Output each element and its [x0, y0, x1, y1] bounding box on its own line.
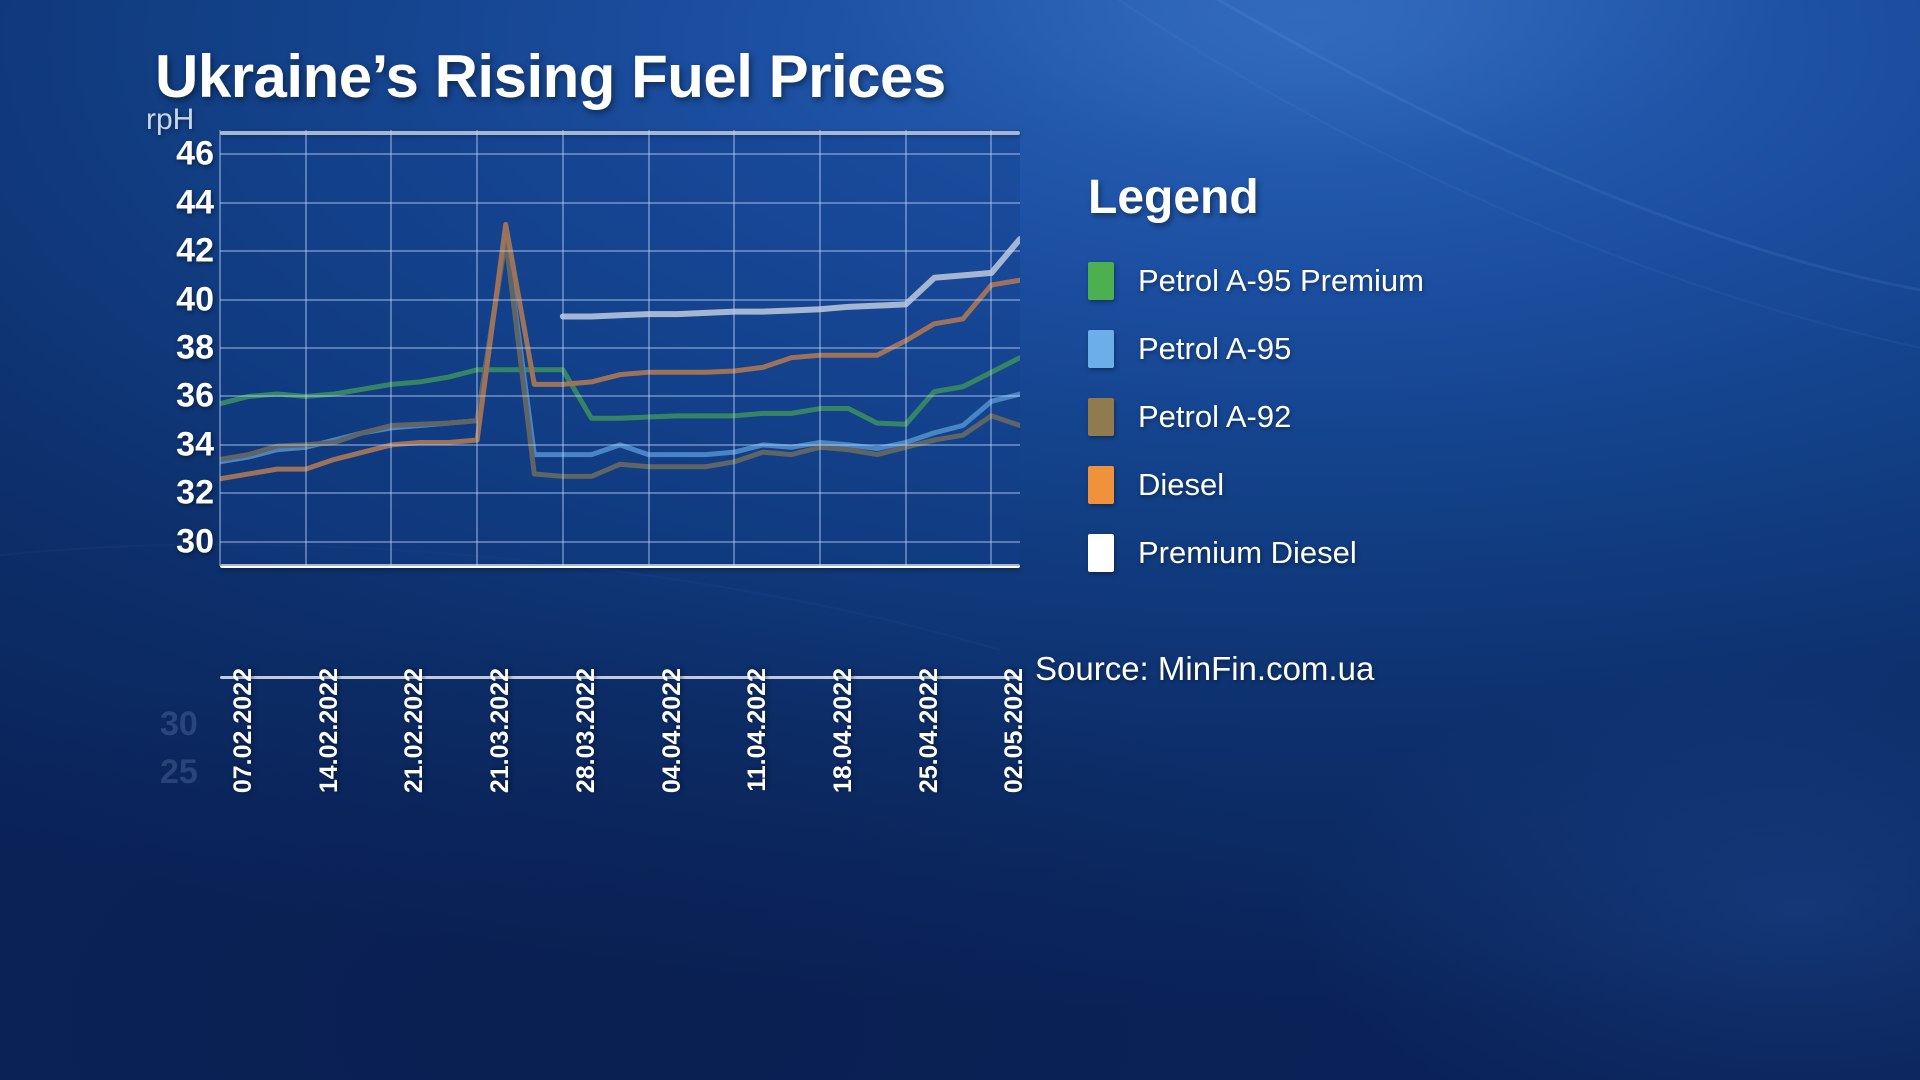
- x-axis-tick-label: 21.02.2022: [400, 668, 429, 794]
- gridline-vertical: [990, 130, 993, 566]
- x-axis-tick-label: 18.04.2022: [829, 668, 857, 794]
- gridline-horizontal: [220, 347, 1020, 349]
- legend-item-label: Diesel: [1138, 467, 1225, 502]
- x-axis-tick-label: 02.05.2022: [1000, 668, 1029, 794]
- gridline-vertical: [647, 130, 650, 566]
- x-axis-tick-label: 14.02.2022: [314, 668, 343, 794]
- y-axis-tick-label: 44: [176, 183, 214, 222]
- gridline-horizontal: [220, 298, 1020, 301]
- y-axis-tick-label: 36: [176, 376, 214, 415]
- gridline-horizontal: [220, 201, 1020, 204]
- x-axis-tick-label: 21.03.2022: [486, 668, 515, 794]
- gridline-vertical: [819, 130, 821, 566]
- series-lines: [220, 221, 1020, 482]
- page-title: Ukraine’s Rising Fuel Prices: [155, 43, 946, 110]
- x-axis-tick-label: 28.03.2022: [571, 668, 600, 794]
- gridline-vertical: [476, 130, 479, 566]
- background-glow-right: [1100, 560, 1920, 1080]
- y-axis-tick-label: 38: [176, 328, 214, 367]
- legend-item[interactable]: Premium Diesel: [1088, 519, 1648, 587]
- plot-background: [220, 130, 1020, 566]
- gridline-horizontal: [220, 540, 1020, 543]
- x-axis-tick-label: 07.02.2022: [229, 668, 257, 794]
- gridline-vertical: [733, 130, 736, 566]
- y-axis-tick-label: 32: [176, 473, 214, 512]
- gridline-horizontal: [220, 250, 1020, 253]
- legend-color-swatch: [1088, 398, 1114, 436]
- legend-item-label: Premium Diesel: [1138, 535, 1357, 570]
- legend-color-swatch: [1088, 466, 1114, 504]
- legend-item[interactable]: Diesel: [1088, 451, 1648, 519]
- legend-item-label: Petrol A-92: [1138, 399, 1292, 434]
- ghost-number-1: 30: [160, 705, 198, 743]
- x-axis-tick-label: 25.04.2022: [914, 668, 943, 794]
- gridline-vertical: [904, 130, 907, 566]
- series-line: [220, 221, 1020, 482]
- legend-item-label: Petrol A-95: [1138, 331, 1292, 366]
- gridline-vertical: [219, 130, 221, 566]
- chart-top-rule: [220, 131, 1020, 135]
- legend-color-swatch: [1088, 330, 1114, 368]
- y-axis-tick-label: 40: [176, 280, 214, 319]
- series-line: [220, 355, 1020, 427]
- y-axis-tick-label: 30: [176, 522, 214, 561]
- chart-bottom-rule: [220, 676, 1020, 679]
- y-axis-labels: 46 44 42 40 38 36 34 32 30: [148, 130, 214, 566]
- legend: Legend Petrol A-95 Premium Petrol A-95 Pet…: [1088, 170, 1648, 587]
- series-line: [220, 236, 1020, 479]
- x-axis-tick-label: 04.04.2022: [657, 668, 686, 794]
- legend-item[interactable]: Petrol A-92: [1088, 383, 1648, 451]
- gridline-horizontal: [220, 395, 1020, 398]
- gridline-vertical: [561, 130, 564, 566]
- chart-plot-area: [219, 130, 1020, 566]
- gridline-horizontal: [220, 492, 1020, 495]
- source-attribution: Source: MinFin.com.ua: [1035, 650, 1375, 687]
- ghost-number-2: 25: [160, 753, 198, 791]
- legend-item[interactable]: Petrol A-95: [1088, 315, 1648, 383]
- y-axis-tick-label: 42: [176, 231, 214, 270]
- legend-color-swatch: [1088, 534, 1114, 572]
- gridline-vertical: [390, 130, 393, 566]
- legend-items: Petrol A-95 Premium Petrol A-95 Petrol A-9…: [1088, 247, 1648, 587]
- legend-item[interactable]: Petrol A-95 Premium: [1088, 247, 1648, 315]
- chart-axis-rule: [220, 564, 1020, 568]
- gridline-horizontal: [220, 443, 1020, 446]
- gridline-horizontal: [220, 153, 1020, 156]
- x-axis-tick-label: 11.04.2022: [743, 668, 772, 792]
- y-axis-tick-label: 34: [176, 425, 214, 464]
- legend-color-swatch: [1088, 262, 1114, 300]
- legend-item-label: Petrol A-95 Premium: [1138, 263, 1424, 298]
- gridline-vertical: [304, 130, 307, 566]
- series-line: [559, 236, 1020, 320]
- y-axis-unit-label: rpH: [146, 103, 195, 136]
- y-axis-tick-label: 46: [176, 134, 214, 173]
- legend-heading: Legend: [1088, 171, 1259, 224]
